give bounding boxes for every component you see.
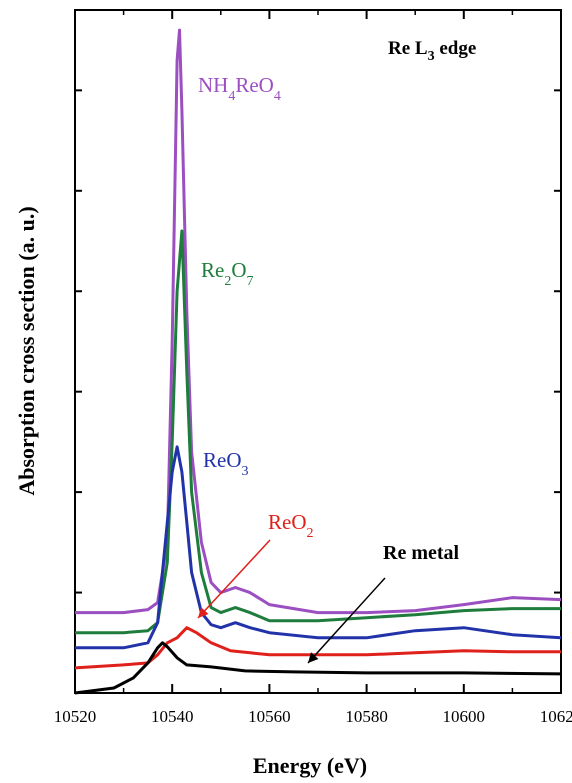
series-line	[75, 28, 562, 615]
edge-annotation-text: Re L	[388, 38, 428, 59]
series-line	[74, 626, 561, 670]
series-labels: NH4ReO4 Re2O7 ReO3 ReO2 Re metal	[198, 73, 460, 564]
x-tick-label: 10540	[151, 707, 194, 726]
x-tick-label: 10620	[540, 707, 572, 726]
series-line	[75, 445, 562, 650]
series-label: NH4ReO4	[198, 73, 281, 104]
x-axis-title: Energy (eV)	[253, 753, 367, 778]
annotation-arrowhead	[308, 652, 319, 663]
series-label: ReO3	[203, 448, 249, 479]
x-tick-label: 10560	[248, 707, 291, 726]
series-label: Re metal	[383, 542, 460, 564]
y-axis-title: Absorption cross section (a. u.)	[14, 206, 39, 495]
x-tick-label: 10580	[345, 707, 388, 726]
edge-annotation-suffix: edge	[435, 38, 477, 59]
x-tick-label: 10600	[443, 707, 486, 726]
x-tick-labels: 10520 10540 10560 10580 10600 10620	[54, 707, 572, 726]
axis-ticks	[74, 10, 562, 693]
annotation-arrows	[197, 539, 386, 664]
x-tick-label: 10520	[54, 707, 97, 726]
series-group	[74, 28, 562, 695]
series-label: Re2O7	[201, 258, 254, 289]
annotation-arrow	[197, 539, 271, 619]
annotation-arrow	[307, 577, 386, 664]
edge-annotation: Re L3 edge	[388, 38, 476, 64]
series-label: ReO2	[268, 510, 314, 541]
series-line	[74, 641, 562, 695]
edge-annotation-sub: 3	[428, 49, 435, 64]
annotation-arrowhead	[198, 607, 209, 618]
plot-frame	[74, 9, 562, 694]
series-line	[75, 229, 561, 635]
